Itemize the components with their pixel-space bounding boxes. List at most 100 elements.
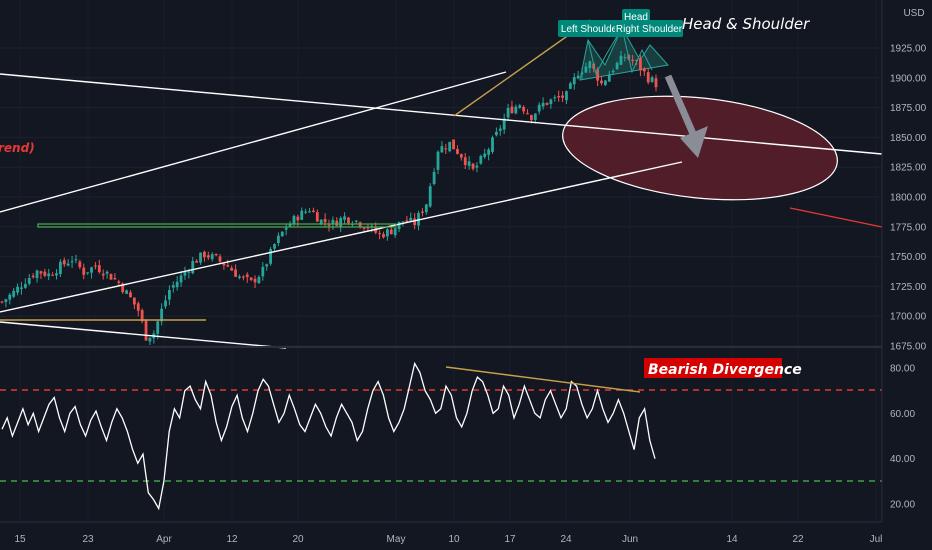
time-tick-label: 12 — [226, 534, 238, 545]
tag-right-shoulder-text: Right Shoulder — [616, 24, 683, 35]
candle-body — [650, 77, 654, 83]
candle-body — [623, 57, 627, 59]
candle-body — [23, 284, 27, 288]
candle-body — [222, 263, 226, 266]
candle-body — [378, 233, 382, 235]
candle-body — [343, 216, 346, 220]
time-tick-label: 17 — [504, 534, 516, 545]
candle-body — [537, 104, 541, 112]
currency-label: USD — [903, 8, 924, 19]
candle-body — [195, 260, 199, 263]
tag-right-shoulder[interactable]: Right Shoulder — [615, 20, 683, 37]
price-axis[interactable]: USD 1675.00 1700.00 1725.00 1750.00 1775.00 1… — [881, 0, 932, 522]
candle-body — [366, 226, 370, 229]
candle-body — [444, 148, 448, 150]
downtrend-line-lower[interactable] — [0, 321, 287, 349]
candle-body — [125, 290, 128, 294]
candle-body — [615, 62, 619, 70]
candle-body — [136, 303, 140, 311]
divergence-label-text: Bearish Divergence — [648, 362, 802, 378]
tag-left-shoulder[interactable]: Left Shoulde — [558, 20, 620, 37]
candle-body — [642, 68, 646, 72]
candle-body — [144, 319, 148, 341]
candle-body — [132, 297, 136, 305]
candle-body — [156, 321, 160, 334]
candle-body — [405, 220, 409, 223]
time-tick-label: Apr — [156, 534, 172, 545]
candle-body — [603, 80, 607, 86]
time-tick-label: Jul — [870, 534, 883, 545]
candle-body — [58, 261, 62, 275]
time-tick-label: 15 — [14, 534, 26, 545]
candle-body — [27, 278, 31, 284]
candle-body — [494, 131, 498, 136]
candle-body — [121, 283, 125, 293]
target-projection-line[interactable] — [789, 207, 883, 228]
candle-body — [424, 204, 428, 213]
candle-body — [214, 253, 218, 256]
candle-body — [160, 308, 164, 322]
candle-body — [20, 287, 23, 289]
candle-body — [97, 265, 101, 273]
candle-body — [8, 294, 12, 300]
candle-body — [635, 60, 638, 62]
candle-body — [105, 271, 109, 274]
candle-body — [323, 218, 327, 223]
candle-body — [288, 223, 292, 227]
resistance-zone-box[interactable] — [37, 223, 397, 228]
candle-body — [187, 271, 191, 273]
candle-body — [553, 97, 557, 99]
candle-body — [315, 212, 319, 222]
rsi-divergence-line[interactable] — [445, 366, 641, 393]
uptrend-channel-bottom[interactable] — [0, 161, 683, 313]
candle-body — [304, 211, 308, 213]
candle-body — [300, 210, 304, 220]
candle-body — [167, 289, 171, 300]
candle-body — [382, 234, 385, 238]
candle-body — [296, 216, 300, 221]
candle-body — [600, 80, 603, 84]
candle-body — [245, 274, 249, 278]
candle-body — [312, 210, 315, 213]
candle-body — [401, 221, 405, 223]
candle-body — [140, 310, 144, 322]
candle-body — [129, 292, 132, 298]
candle-body — [331, 219, 335, 225]
candle-body — [565, 91, 568, 101]
candle-body — [389, 229, 393, 235]
price-tick-label: 1875.00 — [890, 103, 927, 114]
candle-body — [456, 148, 459, 154]
downtrend-line-upper[interactable] — [0, 73, 883, 155]
time-axis[interactable]: 15 23 Apr 12 20 May 10 17 24 Jun 14 22 Jul — [0, 521, 932, 550]
candle-body — [43, 271, 47, 276]
candle-body — [385, 229, 389, 237]
price-pane[interactable]: Head Left Shoulde Right Shoulder Head & … — [0, 0, 883, 522]
candle-body — [436, 151, 440, 170]
rsi-tick-label: 40.00 — [890, 454, 915, 465]
time-tick-label: 24 — [560, 534, 572, 545]
price-tick-label: 1825.00 — [890, 163, 927, 174]
candle-body — [276, 235, 280, 243]
price-tick-label: 1800.00 — [890, 193, 927, 204]
uptrend-channel-top[interactable] — [0, 71, 507, 213]
candle-body — [588, 61, 592, 69]
candle-body — [631, 59, 635, 62]
rsi-axis[interactable]: 20.00 40.00 60.00 80.00 — [890, 364, 915, 511]
candle-body — [284, 227, 288, 230]
candle-body — [428, 186, 432, 207]
candle-body — [459, 154, 463, 158]
candle-body — [393, 228, 397, 236]
candle-body — [506, 107, 510, 118]
candle-body — [226, 265, 230, 267]
candle-body — [561, 95, 564, 98]
candle-body — [273, 244, 276, 249]
candle-body — [584, 66, 588, 73]
time-tick-label: 23 — [82, 534, 94, 545]
candle-body — [347, 217, 350, 224]
candle-body — [526, 113, 529, 115]
rsi-pane[interactable]: Bearish Divergence — [0, 358, 882, 511]
time-tick-label: 22 — [792, 534, 804, 545]
candle-body — [413, 218, 417, 226]
candle-body — [206, 255, 210, 258]
